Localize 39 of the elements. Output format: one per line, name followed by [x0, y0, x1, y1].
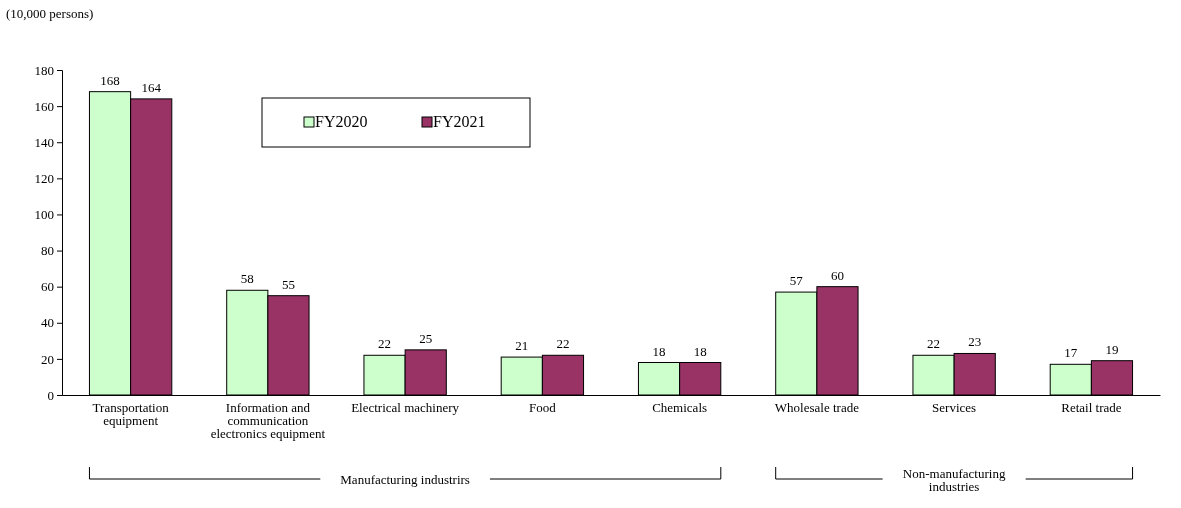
y-tick-label: 20 — [41, 351, 54, 367]
data-label: 17 — [1064, 345, 1078, 361]
x-tick-label: Retail trade — [1061, 400, 1122, 415]
x-tick-label: Wholesale trade — [774, 400, 860, 415]
x-tick-label: Services — [932, 400, 977, 415]
data-label: 22 — [556, 336, 570, 352]
data-label: 21 — [515, 338, 529, 354]
data-label: 19 — [1105, 341, 1119, 357]
y-tick-label: 80 — [41, 243, 54, 259]
data-label: 60 — [830, 267, 844, 283]
y-axis-title: (10,000 persons) — [6, 6, 94, 21]
data-label: 22 — [927, 336, 941, 352]
data-label: 57 — [789, 273, 804, 289]
legend-label: FY2021 — [433, 113, 486, 130]
y-tick-label: 160 — [34, 98, 54, 114]
data-label: 18 — [693, 343, 707, 359]
y-tick-label: 60 — [41, 279, 54, 295]
data-label: 22 — [378, 336, 392, 352]
y-tick-label: 0 — [47, 387, 54, 403]
data-label: 18 — [652, 343, 666, 359]
y-tick-label: 120 — [34, 170, 54, 186]
x-tick-label: Electrical machinery — [351, 400, 460, 415]
legend-label: FY2020 — [315, 113, 368, 130]
data-label: 164 — [141, 79, 162, 95]
x-tick-label: Transportation equipment — [92, 400, 170, 428]
text: Manufacturing industrirs — [340, 472, 470, 487]
y-tick-label: 180 — [34, 62, 54, 78]
y-tick-label: 40 — [41, 315, 54, 331]
data-label: 23 — [968, 334, 982, 350]
data-label: 25 — [419, 330, 433, 346]
x-tick-label: Information and communication electronics equipment — [210, 400, 326, 441]
data-label: 55 — [281, 276, 295, 292]
y-tick-label: 100 — [34, 207, 54, 223]
data-label: 58 — [240, 271, 254, 287]
data-label: 168 — [100, 72, 120, 88]
x-tick-label: Chemicals — [652, 400, 708, 415]
x-tick-label: Food — [529, 400, 557, 415]
y-tick-label: 140 — [34, 134, 54, 150]
text: Non-manufacturing industries — [902, 466, 1006, 494]
